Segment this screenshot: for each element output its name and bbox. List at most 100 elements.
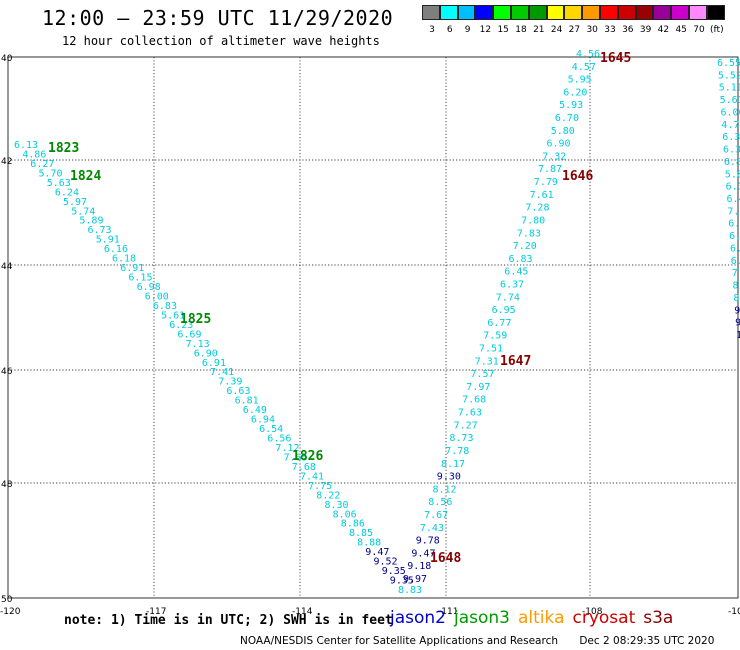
wave-height-value: 6.76 bbox=[728, 219, 740, 230]
wave-height-value: 8.30 bbox=[325, 500, 349, 511]
wave-height-value: 6.73 bbox=[88, 225, 112, 236]
wave-height-value: 8.88 bbox=[357, 538, 381, 549]
wave-height-value: 7.61 bbox=[530, 190, 554, 201]
wave-height-value: 7.43 bbox=[420, 523, 444, 534]
wave-height-value: 7.20 bbox=[513, 241, 537, 252]
wave-height-value: 6.90 bbox=[194, 348, 218, 359]
wave-height-value: 7.79 bbox=[534, 177, 558, 188]
wave-height-value: 7.41 bbox=[300, 471, 324, 482]
wave-height-value: 5.89 bbox=[79, 216, 103, 227]
wave-height-value: 6.83 bbox=[509, 254, 533, 265]
units-note: note: 1) Time is in UTC; 2) SWH is in fe… bbox=[64, 613, 393, 628]
wave-height-value: 7.39 bbox=[218, 377, 242, 388]
color-scale-label: 27 bbox=[568, 25, 581, 35]
wave-height-value: 6.31 bbox=[722, 132, 740, 143]
wave-height-value: 6.16 bbox=[104, 244, 128, 255]
wave-height-value: 6.27 bbox=[30, 159, 54, 170]
wave-height-value: 6.95 bbox=[492, 305, 516, 316]
time-labels: 1823 1824 1825 1826 1645 1646 1647 1648 bbox=[48, 51, 631, 566]
wave-height-value: 8.17 bbox=[441, 459, 465, 470]
wave-height-value: 9.18 bbox=[407, 561, 431, 572]
wave-height-value: 6.39 bbox=[723, 145, 740, 156]
latitude-tick-label: 42 bbox=[1, 157, 12, 167]
wave-height-value: 8.56 bbox=[428, 497, 452, 508]
wave-height-value: 6.98 bbox=[137, 282, 161, 293]
legend-altika: altika bbox=[518, 608, 565, 628]
wave-height-value: 7.68 bbox=[292, 462, 316, 473]
color-swatch-3 bbox=[475, 5, 494, 20]
wave-height-value: 5.82 bbox=[725, 169, 740, 180]
wave-height-value: 7.41 bbox=[210, 367, 234, 378]
pass-time-label: 1646 bbox=[562, 169, 593, 184]
color-swatch-2 bbox=[457, 5, 476, 20]
wave-height-value: 6.18 bbox=[112, 254, 136, 265]
pass-time-label: 1823 bbox=[48, 141, 79, 156]
color-scale-label: 9 bbox=[464, 25, 471, 35]
satellite-legend: jason2 jason3 altika cryosat s3a bbox=[390, 608, 681, 628]
color-swatch-8 bbox=[564, 5, 583, 20]
legend-jason2: jason2 bbox=[390, 608, 446, 628]
color-swatch-16 bbox=[706, 5, 725, 20]
wave-height-value: 10.2 bbox=[736, 330, 740, 341]
wave-height-value: 9.35 bbox=[390, 576, 414, 587]
wave-height-value: 6.90 bbox=[729, 231, 740, 242]
wave-height-value: 6.91 bbox=[731, 256, 740, 267]
longitude-tick-label: -120 bbox=[0, 607, 21, 617]
color-scale-label: 70 bbox=[693, 25, 705, 35]
color-scale-label: 15 bbox=[497, 25, 509, 35]
wave-height-value: 6.37 bbox=[500, 280, 524, 291]
page-subtitle: 12 hour collection of altimeter wave hei… bbox=[62, 34, 380, 48]
wave-height-value: 5.80 bbox=[551, 126, 575, 137]
wave-height-value: 9.97 bbox=[403, 574, 427, 585]
wave-height-value: 7.87 bbox=[538, 164, 562, 175]
wave-height-value: 4.86 bbox=[22, 150, 46, 161]
wave-height-value: 6.55 bbox=[717, 58, 740, 69]
wave-height-value: 7.27 bbox=[454, 420, 478, 431]
wave-height-value: 7.13 bbox=[186, 339, 210, 350]
legend-jason3: jason3 bbox=[454, 608, 510, 628]
wave-height-value: 5.52 bbox=[718, 70, 740, 81]
color-scale-label: 21 bbox=[533, 25, 545, 35]
satellite-tracks: 6.134.866.275.705.636.245.975.745.896.73… bbox=[14, 49, 740, 596]
latitude-tick-label: 40 bbox=[1, 54, 13, 64]
wave-height-value: 7.31 bbox=[475, 356, 499, 367]
wave-height-value: 6.54 bbox=[259, 424, 283, 435]
wave-height-value: 6.15 bbox=[128, 273, 152, 284]
wave-height-value: 6.24 bbox=[55, 187, 79, 198]
color-swatch-5 bbox=[511, 5, 529, 20]
wave-height-value: 6.83 bbox=[153, 301, 177, 312]
wave-height-value: 7.51 bbox=[479, 344, 503, 355]
longitude-tick-label: -108 bbox=[582, 607, 603, 617]
wave-height-value: 4.56 bbox=[576, 49, 600, 60]
wave-height-value: 6.13 bbox=[14, 140, 38, 151]
wave-height-value: 6.49 bbox=[727, 194, 740, 205]
latitude-tick-label: 50 bbox=[1, 595, 13, 605]
wave-height-value: 5.93 bbox=[559, 100, 583, 111]
wave-height-value: 7.74 bbox=[496, 292, 520, 303]
page-title: 12:00 – 23:59 UTC 11/29/2020 bbox=[42, 6, 394, 30]
wave-height-value: 6.23 bbox=[169, 320, 193, 331]
pass-time-label: 1645 bbox=[600, 51, 631, 66]
wave-height-value: 5.11 bbox=[719, 83, 740, 94]
wave-height-value: 7.68 bbox=[462, 395, 486, 406]
credit-text: NOAA/NESDIS Center for Satellite Applica… bbox=[240, 635, 558, 647]
wave-height-value: 7.28 bbox=[525, 203, 549, 214]
color-swatch-12 bbox=[635, 5, 654, 20]
wave-height-value: 6.81 bbox=[235, 396, 259, 407]
color-scale-label: 39 bbox=[639, 25, 652, 35]
color-swatch-11 bbox=[617, 5, 636, 20]
wave-height-value: 6.90 bbox=[547, 139, 571, 150]
credit-timestamp: Dec 2 08:29:35 UTC 2020 bbox=[579, 635, 715, 647]
wave-height-value: 7.63 bbox=[458, 408, 482, 419]
wave-height-value: 5.95 bbox=[568, 75, 592, 86]
wave-height-value: 9.47 bbox=[411, 548, 435, 559]
wave-height-value: 6.77 bbox=[487, 318, 511, 329]
color-swatch-13 bbox=[653, 5, 672, 20]
color-scale-label: 24 bbox=[550, 25, 563, 35]
color-swatch-0 bbox=[422, 5, 440, 20]
wave-height-value: 6.86 bbox=[724, 157, 740, 168]
wave-height-value: 6.33 bbox=[726, 182, 740, 193]
color-swatch-15 bbox=[689, 5, 707, 20]
longitude-tick-label: -111 bbox=[438, 607, 458, 617]
wave-height-value: 7.67 bbox=[424, 510, 448, 521]
